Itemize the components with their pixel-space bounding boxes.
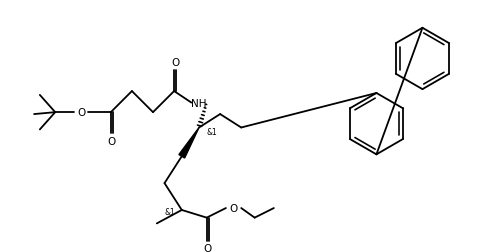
Text: &1: &1	[207, 127, 217, 136]
Text: O: O	[107, 136, 116, 146]
Text: O: O	[204, 243, 212, 252]
Text: O: O	[171, 58, 179, 68]
Text: &1: &1	[165, 208, 175, 216]
Polygon shape	[179, 128, 199, 158]
Text: O: O	[229, 203, 238, 213]
Text: O: O	[77, 108, 85, 118]
Text: NH: NH	[191, 98, 207, 108]
